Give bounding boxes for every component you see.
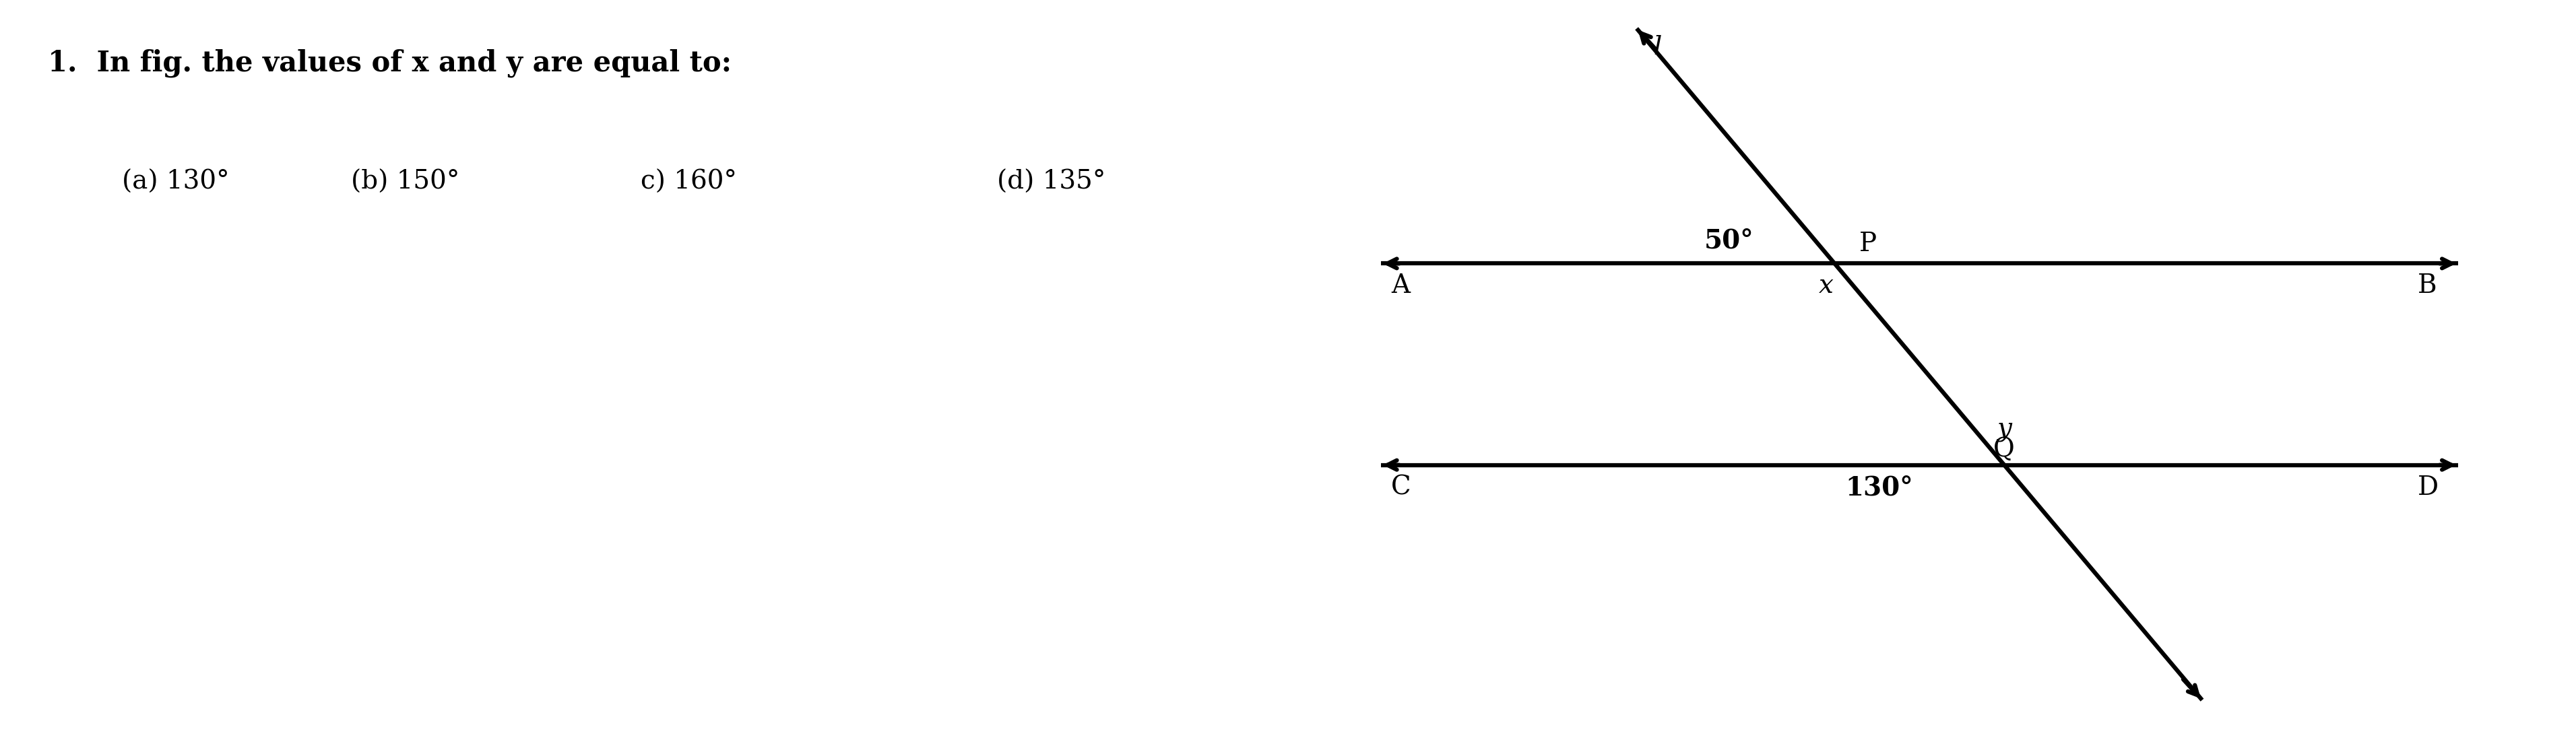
Text: P: P — [1860, 232, 1875, 257]
Text: D: D — [2416, 475, 2439, 500]
Text: y: y — [1996, 417, 2012, 441]
Text: (d) 135°: (d) 135° — [997, 170, 1105, 194]
Text: 1.  In fig. the values of x and y are equal to:: 1. In fig. the values of x and y are equ… — [49, 49, 732, 77]
Text: (b) 150°: (b) 150° — [350, 170, 459, 194]
Text: Q: Q — [1994, 437, 2014, 462]
Text: l: l — [1654, 35, 1662, 60]
Text: 50°: 50° — [1703, 228, 1754, 254]
Text: C: C — [1391, 475, 1412, 500]
Text: x: x — [1819, 274, 1834, 298]
Text: A: A — [1391, 274, 1409, 298]
Text: 130°: 130° — [1844, 475, 1914, 500]
Text: (a) 130°: (a) 130° — [121, 170, 229, 194]
Text: c) 160°: c) 160° — [641, 170, 737, 194]
Text: B: B — [2416, 274, 2437, 298]
